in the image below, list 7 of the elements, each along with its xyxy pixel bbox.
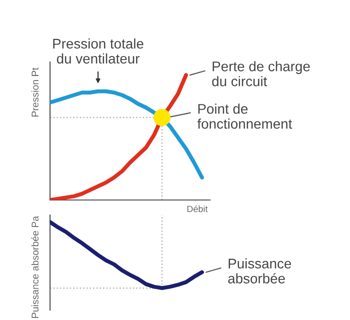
annotation: Point de fonctionnement <box>197 104 292 129</box>
y-axis-title: Pression Pt <box>31 68 39 116</box>
series-label: Perte de charge du circuit <box>212 61 310 86</box>
y-axis-title: Puissance absorbée Pa <box>31 216 39 318</box>
text: Pression totale du ventilateur <box>53 38 144 64</box>
x-axis-title: Débit <box>187 205 208 212</box>
series-label: Puissance absorbée <box>228 258 292 284</box>
